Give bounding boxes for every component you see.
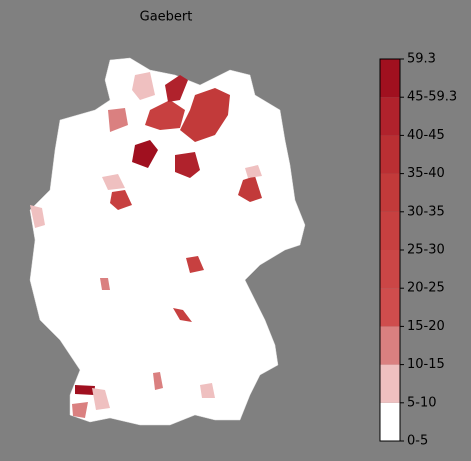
colorbar-segment [380,326,400,365]
region [75,385,95,395]
map-title: Gaebert [140,10,193,25]
colorbar-segment [380,364,400,403]
region [100,278,110,290]
region [110,190,132,210]
colorbar-label: 10-15 [407,357,445,372]
colorbar-segment [380,250,400,289]
colorbar-label: 40-45 [407,128,445,143]
colorbar-segment [380,97,400,136]
colorbar-label: 35-40 [407,166,445,181]
region [180,88,230,142]
colorbar-label: 5-10 [407,395,437,410]
country-outline [29,57,306,426]
colorbar-label: 59.3 [407,52,436,67]
colorbar-segment [380,288,400,327]
colorbar-label: 45-59.3 [407,90,457,105]
colorbar-segment [380,135,400,174]
region [30,205,45,228]
region [238,176,262,202]
region [102,174,125,190]
region [145,100,185,130]
colorbar-label: 20-25 [407,281,445,296]
region [200,383,215,398]
region [173,308,192,322]
colorbar-label: 15-20 [407,319,445,334]
colorbar-segment [380,173,400,212]
germany-map [29,57,306,426]
region [186,256,204,273]
colorbar-segment [380,402,400,441]
colorbar-label: 25-30 [407,243,445,258]
region [72,402,88,418]
region [92,388,110,410]
colorbar-segment [380,59,400,98]
region [132,72,155,100]
region [132,140,158,168]
region [175,152,200,178]
colorbar-label: 30-35 [407,204,445,219]
region [108,108,128,132]
region [245,165,262,178]
region [153,372,163,390]
colorbar: 0-5 5-10 10-15 15-20 20-25 25-30 30-35 35-40 40-… [379,52,457,449]
region [165,75,188,102]
colorbar-label: 0-5 [407,434,428,449]
colorbar-segment [380,211,400,250]
